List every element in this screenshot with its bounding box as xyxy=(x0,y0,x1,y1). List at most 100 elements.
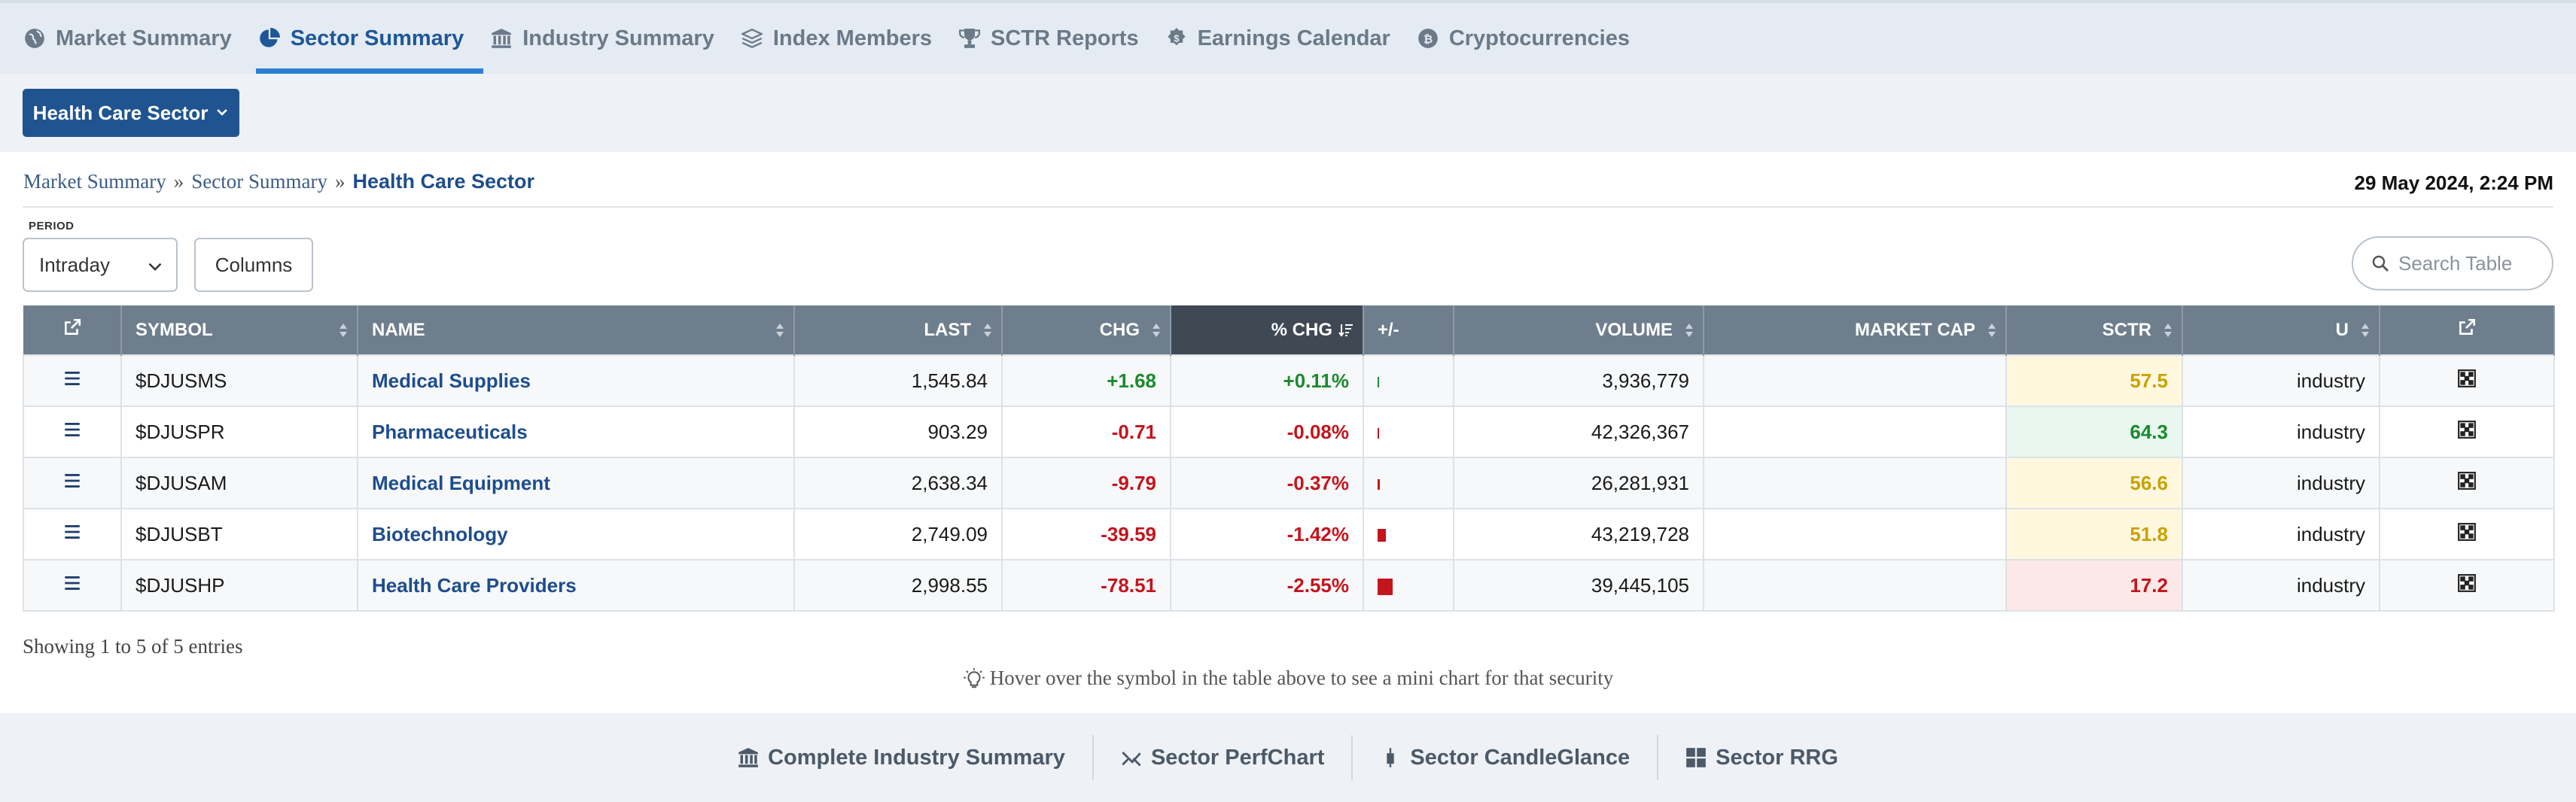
chart-link-cell[interactable] xyxy=(2379,406,2555,458)
tab-index-members[interactable]: Index Members xyxy=(738,3,952,74)
chart-column-header[interactable] xyxy=(2380,305,2555,355)
chart-link-cell[interactable] xyxy=(2379,457,2555,509)
symbol-cell[interactable]: $DJUSHP xyxy=(120,559,358,612)
pct-chg-cell: -0.37% xyxy=(1170,457,1364,509)
chart-link-cell[interactable] xyxy=(2379,354,2555,407)
link-sector-rrg[interactable]: Sector RRG xyxy=(1658,735,1865,780)
chg-cell: -78.51 xyxy=(1001,559,1171,612)
expand-column-header[interactable] xyxy=(23,305,122,355)
breadcrumb-separator: » xyxy=(173,170,184,193)
chart-link-cell[interactable] xyxy=(2379,559,2555,612)
link-sector-perfchart[interactable]: Sector PerfChart xyxy=(1094,735,1353,780)
breadcrumb-current: Health Care Sector xyxy=(352,170,535,193)
sector-table: SYMBOL NAME LAST CHG % CHG +/- VOLUME MA… xyxy=(23,305,2555,612)
tab-market-summary[interactable]: Market Summary xyxy=(21,3,251,74)
symbol-cell[interactable]: $DJUSBT xyxy=(120,508,358,560)
top-tabbar: Market Summary Sector Summary Industry S… xyxy=(0,0,2576,74)
row-menu-button[interactable] xyxy=(23,457,122,509)
table-row: $DJUSBT Biotechnology 2,749.09 -39.59 -1… xyxy=(23,508,2555,560)
tab-cryptocurrencies[interactable]: ₿ Cryptocurrencies xyxy=(1414,3,1649,74)
hint-text: Hover over the symbol in the table above… xyxy=(989,667,1614,689)
chevron-down-icon xyxy=(148,263,162,271)
sector-toolbar: Health Care Sector xyxy=(0,74,2576,152)
bank-icon xyxy=(738,748,758,767)
name-cell: Biotechnology xyxy=(357,508,795,560)
chart-link-cell[interactable] xyxy=(2379,508,2555,560)
column-header-plus-minus: +/- xyxy=(1363,305,1454,355)
entries-info: Showing 1 to 5 of 5 entries xyxy=(23,635,243,658)
chart-icon xyxy=(2458,573,2476,592)
search-input[interactable] xyxy=(2398,251,2541,275)
change-bar-cell xyxy=(1363,406,1454,458)
timestamp: 29 May 2024, 2:24 PM xyxy=(2354,172,2554,194)
divider xyxy=(23,206,2553,208)
symbol-cell[interactable]: $DJUSPR xyxy=(120,406,358,458)
pct-chg-cell: -2.55% xyxy=(1170,559,1364,612)
link-complete-industry-summary[interactable]: Complete Industry Summary xyxy=(711,735,1094,780)
name-link[interactable]: Medical Supplies xyxy=(372,369,531,392)
last-cell: 2,638.34 xyxy=(793,457,1003,509)
column-header-name[interactable]: NAME xyxy=(358,305,795,355)
row-menu-button[interactable] xyxy=(23,354,122,407)
change-bar xyxy=(1378,578,1393,595)
columns-button[interactable]: Columns xyxy=(194,238,313,292)
chart-icon xyxy=(2458,471,2476,490)
change-bar-cell xyxy=(1363,508,1454,560)
column-header-u[interactable]: U xyxy=(2182,305,2380,355)
tab-sector-summary[interactable]: Sector Summary xyxy=(255,3,484,74)
u-cell: industry xyxy=(2182,508,2380,560)
chart-icon xyxy=(2458,522,2476,541)
name-link[interactable]: Medical Equipment xyxy=(372,471,550,494)
tab-industry-summary[interactable]: Industry Summary xyxy=(488,3,734,74)
tab-earnings-calendar[interactable]: $ Earnings Calendar xyxy=(1163,3,1410,74)
row-menu-button[interactable] xyxy=(23,508,122,560)
breadcrumb-link-sector-summary[interactable]: Sector Summary xyxy=(191,170,327,193)
market-cap-cell xyxy=(1703,457,2007,509)
hamburger-menu-icon xyxy=(65,473,80,488)
breadcrumb: Market Summary » Sector Summary » Health… xyxy=(23,170,534,193)
column-header-symbol[interactable]: SYMBOL xyxy=(121,305,358,355)
sort-icon xyxy=(2361,324,2369,337)
column-header-volume[interactable]: VOLUME xyxy=(1454,305,1704,355)
name-link[interactable]: Pharmaceuticals xyxy=(372,420,528,443)
column-header-sctr[interactable]: SCTR xyxy=(2006,305,2183,355)
tab-sctr-reports[interactable]: SCTR Reports xyxy=(956,3,1159,74)
market-cap-cell xyxy=(1703,559,2007,612)
tab-label: SCTR Reports xyxy=(991,26,1139,50)
pct-chg-cell: -0.08% xyxy=(1170,406,1364,458)
u-cell: industry xyxy=(2182,354,2380,407)
period-select[interactable]: Intraday xyxy=(23,238,178,292)
link-label: Sector RRG xyxy=(1716,745,1838,770)
sort-icon xyxy=(2164,324,2172,337)
period-label: PERIOD xyxy=(29,220,75,232)
market-cap-cell xyxy=(1703,508,2007,560)
link-sector-candleglance[interactable]: Sector CandleGlance xyxy=(1353,735,1659,780)
grid-icon xyxy=(1686,748,1706,767)
tab-label: Cryptocurrencies xyxy=(1448,26,1630,50)
change-bar-cell xyxy=(1363,559,1454,612)
table-row: $DJUSPR Pharmaceuticals 903.29 -0.71 -0.… xyxy=(23,406,2555,458)
sector-dropdown-button[interactable]: Health Care Sector xyxy=(23,89,239,137)
external-link-icon xyxy=(64,318,81,335)
symbol-cell[interactable]: $DJUSMS xyxy=(120,354,358,407)
symbol-cell[interactable]: $DJUSAM xyxy=(120,457,358,509)
breadcrumb-link-market-summary[interactable]: Market Summary xyxy=(23,170,166,193)
hamburger-menu-icon xyxy=(65,371,80,385)
column-header-last[interactable]: LAST xyxy=(794,305,1003,355)
column-header-market-cap[interactable]: MARKET CAP xyxy=(1704,305,2007,355)
row-menu-button[interactable] xyxy=(23,406,122,458)
change-bar xyxy=(1378,478,1380,490)
pie-chart-icon xyxy=(259,28,280,47)
bitcoin-icon: ₿ xyxy=(1417,29,1438,48)
name-link[interactable]: Biotechnology xyxy=(372,522,508,545)
column-header-pct-chg[interactable]: % CHG xyxy=(1171,305,1364,355)
external-link-icon xyxy=(2459,318,2476,335)
last-cell: 1,545.84 xyxy=(793,354,1003,407)
sort-descending-icon xyxy=(1338,324,1353,337)
svg-text:$: $ xyxy=(1174,33,1179,44)
change-bar xyxy=(1378,528,1386,542)
column-header-chg[interactable]: CHG xyxy=(1002,305,1171,355)
row-menu-button[interactable] xyxy=(23,559,122,612)
volume-cell: 43,219,728 xyxy=(1453,508,1704,560)
name-link[interactable]: Health Care Providers xyxy=(372,573,577,597)
